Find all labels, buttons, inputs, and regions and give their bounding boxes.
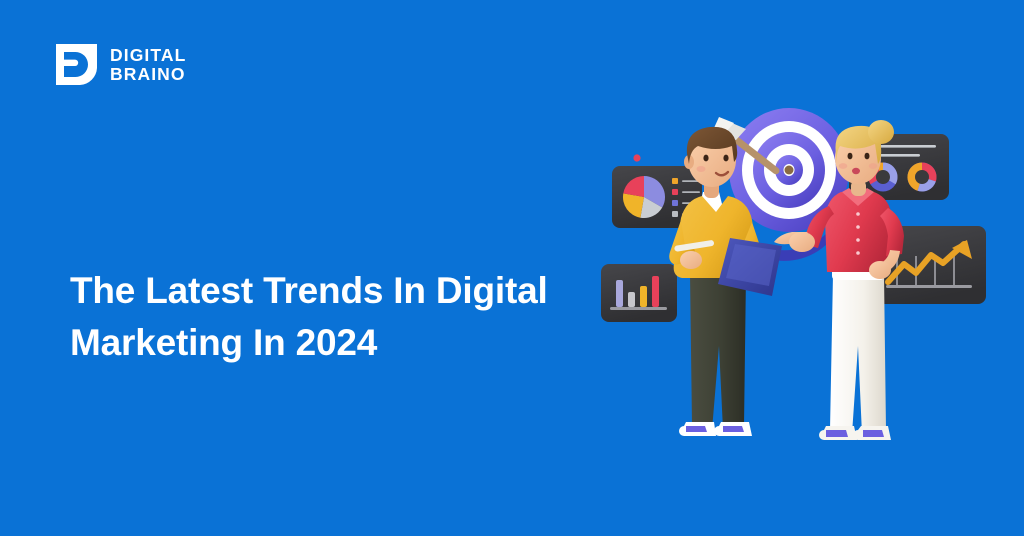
- line-chart-icon: [885, 240, 972, 288]
- woman-shoes: [819, 426, 891, 440]
- bar-chart-card: [601, 264, 677, 322]
- dartboard-target: [714, 108, 849, 261]
- woman-blouse: [825, 192, 892, 272]
- man-trousers: [690, 274, 746, 430]
- woman-presenting: [774, 120, 904, 440]
- woman-blouse-buttons: [856, 212, 860, 255]
- brand-line-1: DIGITAL: [110, 44, 187, 65]
- woman-trousers: [830, 274, 886, 434]
- man-hair: [686, 126, 738, 164]
- brand-line-2: BRAINO: [110, 63, 186, 84]
- brand-logo[interactable]: DIGITAL BRAINO: [56, 44, 186, 85]
- man-left-hand: [680, 251, 702, 269]
- 3d-marketing-team-illustration: [586, 96, 1006, 496]
- man-with-clipboard: [669, 126, 782, 436]
- man-shoes: [679, 422, 752, 436]
- page-title: The Latest Trends In Digital Marketing I…: [70, 265, 610, 370]
- woman-hip-arm: [880, 208, 904, 256]
- digital-braino-logo-icon: [56, 44, 97, 85]
- man-pen: [674, 240, 715, 252]
- red-accent-dot: [633, 154, 641, 162]
- pie-chart-icon: [622, 176, 666, 219]
- pie-chart-card: [612, 166, 702, 228]
- headline-line-2: Marketing In 2024: [70, 322, 378, 364]
- woman-hair-bun: [868, 120, 894, 144]
- bar-chart-icon: [610, 276, 667, 310]
- brand-wordmark: DIGITAL BRAINO: [110, 44, 187, 84]
- donut-chart-icon-2: [907, 162, 937, 192]
- donut-card-header-line-1: [864, 145, 936, 148]
- man-clipboard: [718, 238, 782, 296]
- line-chart-arrowhead: [952, 240, 972, 259]
- headline-line-1: The Latest Trends In Digital: [70, 269, 548, 311]
